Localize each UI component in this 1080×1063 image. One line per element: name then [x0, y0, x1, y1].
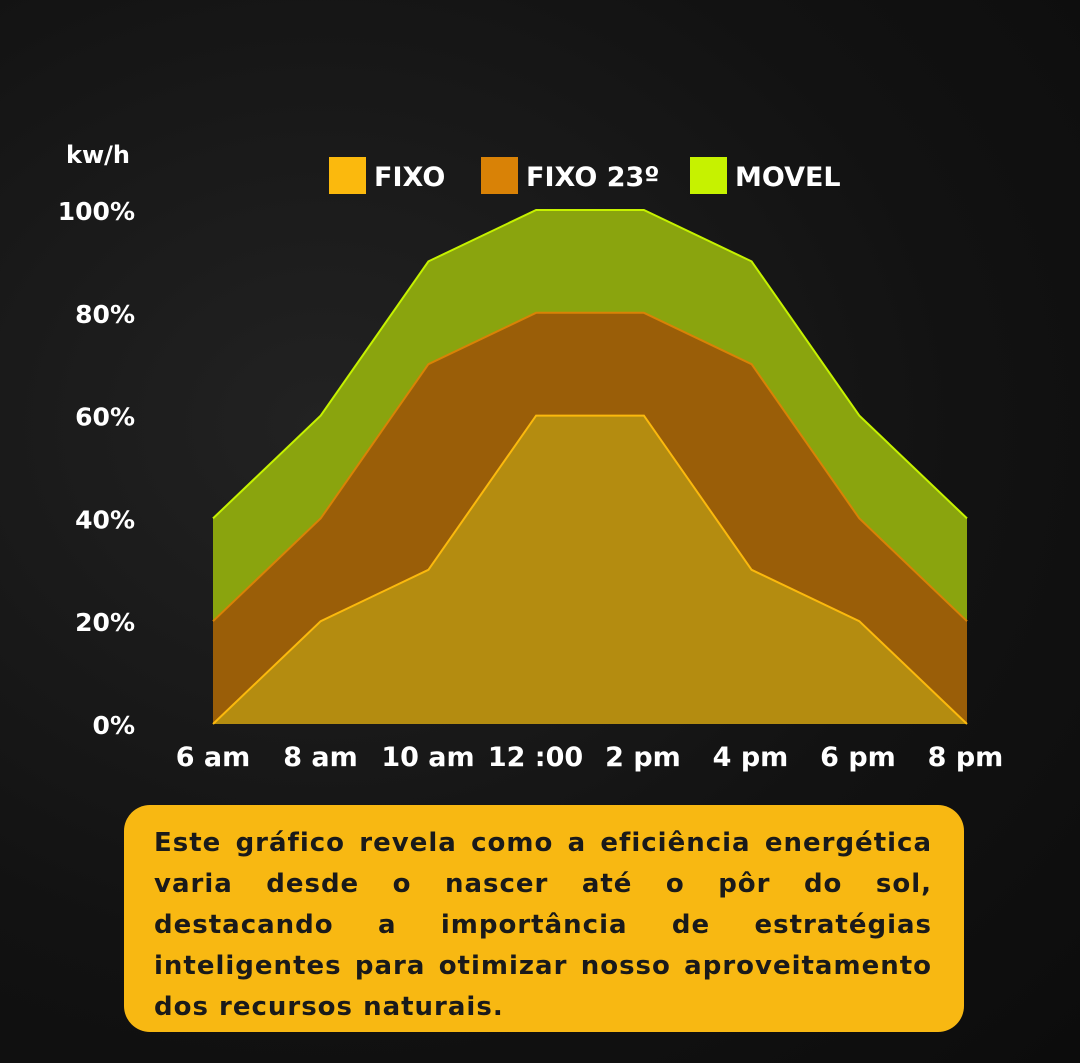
legend: FIXO FIXO 23º MOVEL [329, 157, 841, 194]
legend-swatch [481, 157, 518, 194]
y-axis-label: kw/h [66, 141, 130, 169]
x-tick-label: 4 pm [713, 742, 789, 773]
y-axis-ticks: 100% 80% 60% 40% 20% 0% [58, 197, 135, 740]
x-tick-label: 8 am [283, 742, 358, 773]
legend-label: FIXO 23º [526, 162, 660, 193]
series-line-0 [212, 209, 968, 520]
x-tick-label: 6 am [176, 742, 251, 773]
y-tick-label: 20% [75, 608, 135, 637]
y-tick-label: 0% [93, 711, 135, 740]
y-tick-label: 80% [75, 300, 135, 329]
x-axis-ticks: 6 am 8 am 10 am 12 :00 2 pm 4 pm 6 pm 8 pm [176, 742, 1004, 773]
y-tick-label: 100% [58, 197, 135, 226]
chart-areas [212, 209, 968, 725]
x-tick-label: 10 am [381, 742, 474, 773]
x-tick-label: 6 pm [820, 742, 896, 773]
x-tick-label: 2 pm [605, 742, 681, 773]
series-line-2 [212, 414, 968, 725]
caption-box: Este gráfico revela como a eficiência en… [124, 805, 964, 1032]
legend-label: FIXO [374, 162, 445, 193]
x-tick-label: 12 :00 [488, 742, 583, 773]
caption-text: Este gráfico revela como a eficiência en… [154, 828, 932, 1022]
series-area-2 [213, 415, 967, 724]
series-line-1 [212, 311, 968, 622]
y-tick-label: 60% [75, 403, 135, 432]
chart: kw/h 100% 80% 60% 40% 20% 0% 6 am 8 am 10 am 12 … [58, 141, 1004, 773]
y-tick-label: 40% [75, 505, 135, 534]
legend-label: MOVEL [735, 162, 841, 193]
legend-swatch [690, 157, 727, 194]
legend-swatch [329, 157, 366, 194]
x-tick-label: 8 pm [928, 742, 1004, 773]
